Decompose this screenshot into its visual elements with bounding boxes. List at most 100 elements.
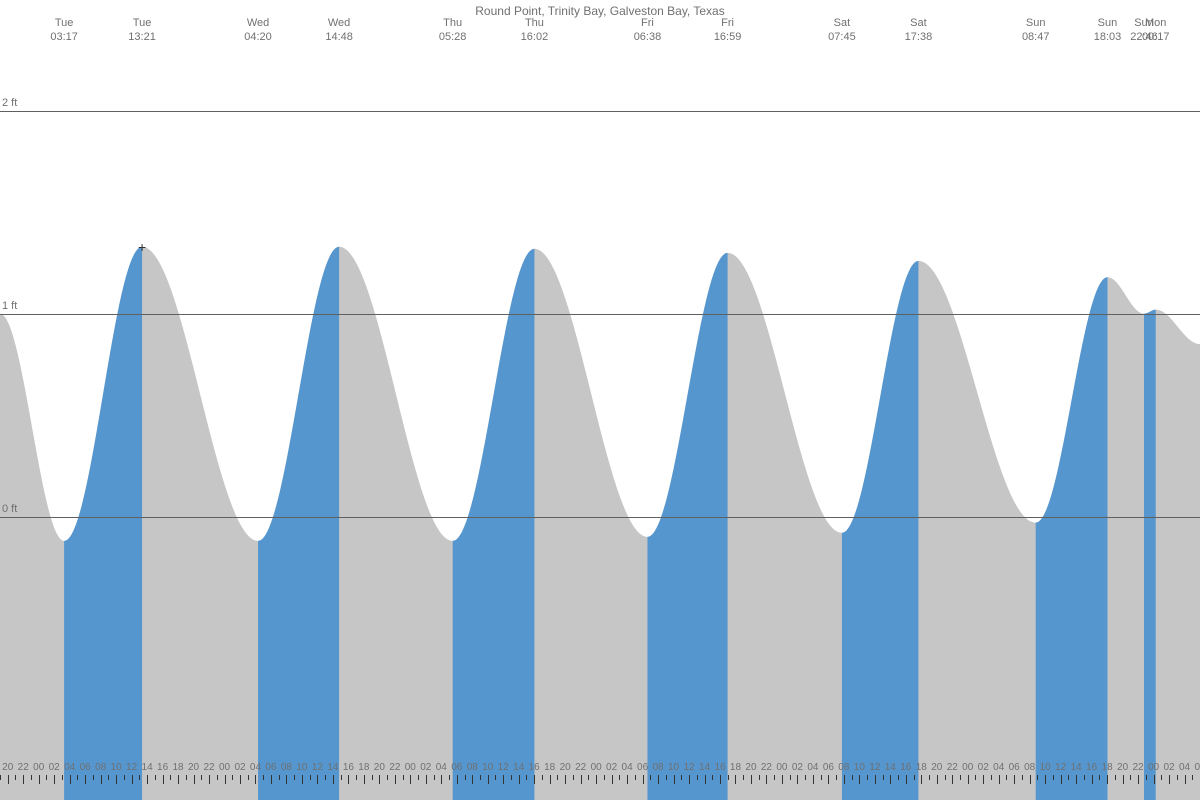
x-tick-minor	[1115, 775, 1116, 780]
x-tick-major	[1154, 775, 1155, 784]
x-tick-label: 10	[111, 762, 122, 773]
x-tick-major	[844, 775, 845, 784]
x-tick-major	[333, 775, 334, 784]
x-tick-minor	[263, 775, 264, 780]
x-tick-minor	[124, 775, 125, 780]
tide-chart: Round Point, Trinity Bay, Galveston Bay,…	[0, 0, 1200, 800]
x-tick-minor	[1161, 775, 1162, 780]
x-tick-minor	[867, 775, 868, 780]
x-tick-major	[488, 775, 489, 784]
x-tick-minor	[201, 775, 202, 780]
x-tick-label: 02	[234, 762, 245, 773]
x-tick-minor	[186, 775, 187, 780]
x-tick-major	[116, 775, 117, 784]
x-tick-label: 22	[761, 762, 772, 773]
x-tick-minor	[619, 775, 620, 780]
x-tick-label: 06	[637, 762, 648, 773]
x-tick-major	[132, 775, 133, 784]
x-tick-major	[999, 775, 1000, 784]
x-tick-label: 14	[327, 762, 338, 773]
x-tick-minor	[310, 775, 311, 780]
x-tick-major	[54, 775, 55, 784]
x-tick-minor	[248, 775, 249, 780]
x-tick-major	[689, 775, 690, 784]
x-tick-label: 14	[1071, 762, 1082, 773]
x-tick-major	[983, 775, 984, 784]
x-tick-label: 22	[947, 762, 958, 773]
x-tick-minor	[790, 775, 791, 780]
x-tick-label: 06	[80, 762, 91, 773]
x-tick-major	[395, 775, 396, 784]
x-tick-major	[147, 775, 148, 784]
x-tick-minor	[108, 775, 109, 780]
x-tick-major	[766, 775, 767, 784]
x-tick-minor	[666, 775, 667, 780]
x-tick-label: 16	[714, 762, 725, 773]
x-tick-label: 14	[142, 762, 153, 773]
x-tick-major	[519, 775, 520, 784]
x-tick-label: 10	[296, 762, 307, 773]
x-tick-major	[890, 775, 891, 784]
x-tick-minor	[1177, 775, 1178, 780]
x-tick-major	[255, 775, 256, 784]
x-tick-label: 12	[683, 762, 694, 773]
x-tick-major	[735, 775, 736, 784]
x-tick-minor	[341, 775, 342, 780]
x-tick-minor	[991, 775, 992, 780]
x-tick-label: 08	[281, 762, 292, 773]
x-tick-minor	[93, 775, 94, 780]
x-tick-minor	[945, 775, 946, 780]
x-tick-minor	[852, 775, 853, 780]
x-tick-major	[550, 775, 551, 784]
x-tick-major	[240, 775, 241, 784]
x-tick-minor	[728, 775, 729, 780]
x-tick-label: 10	[482, 762, 493, 773]
x-tick-minor	[1130, 775, 1131, 780]
x-tick-label: 20	[374, 762, 385, 773]
x-tick-label: 04	[622, 762, 633, 773]
x-tick-label: 02	[1163, 762, 1174, 773]
x-tick-major	[8, 775, 9, 784]
x-tick-minor	[1022, 775, 1023, 780]
x-tick-major	[364, 775, 365, 784]
x-tick-label: 16	[157, 762, 168, 773]
y-tick-label: 0 ft	[2, 503, 17, 515]
x-tick-label: 04	[436, 762, 447, 773]
x-tick-label: 08	[95, 762, 106, 773]
x-tick-major	[952, 775, 953, 784]
x-tick-minor	[883, 775, 884, 780]
x-tick-major	[674, 775, 675, 784]
x-tick-minor	[914, 775, 915, 780]
x-tick-label: 10	[668, 762, 679, 773]
x-tick-label: 20	[560, 762, 571, 773]
x-tick-label: 08	[653, 762, 664, 773]
x-tick-major	[658, 775, 659, 784]
x-tick-label: 04	[807, 762, 818, 773]
x-tick-major	[643, 775, 644, 784]
x-tick-major	[1107, 775, 1108, 784]
x-tick-minor	[1192, 775, 1193, 780]
x-tick-major	[1092, 775, 1093, 784]
x-tick-label: 20	[2, 762, 13, 773]
x-tick-minor	[15, 775, 16, 780]
x-tick-major	[813, 775, 814, 784]
x-tick-label: 18	[173, 762, 184, 773]
x-tick-label: 22	[575, 762, 586, 773]
x-tick-label: 04	[1179, 762, 1190, 773]
x-tick-minor	[712, 775, 713, 780]
x-tick-major	[968, 775, 969, 784]
x-tick-label: 18	[916, 762, 927, 773]
x-tick-label: 20	[1117, 762, 1128, 773]
x-tick-major	[859, 775, 860, 784]
x-tick-minor	[449, 775, 450, 780]
x-tick-minor	[635, 775, 636, 780]
x-tick-major	[921, 775, 922, 784]
x-tick-minor	[232, 775, 233, 780]
x-tick-label: 16	[1086, 762, 1097, 773]
x-tick-major	[1030, 775, 1031, 784]
x-tick-major	[163, 775, 164, 784]
x-tick-minor	[759, 775, 760, 780]
x-tick-minor	[960, 775, 961, 780]
x-tick-label: 00	[962, 762, 973, 773]
x-tick-minor	[1084, 775, 1085, 780]
